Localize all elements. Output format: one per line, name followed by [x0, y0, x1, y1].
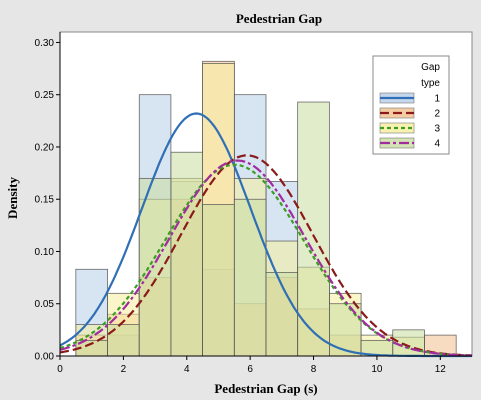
bar-series-4-bin-2	[107, 324, 140, 357]
x-tick-label-8: 8	[311, 364, 317, 375]
bar-series-4-bin-4	[170, 151, 203, 357]
y-tick-label-0.30: 0.30	[35, 38, 55, 49]
x-tick-label-0: 0	[57, 364, 63, 375]
y-tick-label-0.15: 0.15	[35, 195, 55, 206]
y-tick-label-0.05: 0.05	[35, 299, 55, 310]
legend-label-2: 2	[434, 109, 440, 120]
bar-series-4-bin-8	[297, 101, 330, 357]
legend: Gap type 1 2 3 4	[372, 55, 450, 155]
legend-box	[372, 55, 450, 155]
density-curve-4	[59, 159, 472, 357]
chart-title: Pedestrian Gap	[236, 11, 322, 26]
y-tick-label-0.10: 0.10	[35, 247, 55, 258]
histogram-bars	[75, 60, 457, 357]
legend-label-3: 3	[434, 124, 440, 135]
y-tick-label-0.20: 0.20	[35, 142, 55, 153]
y-tick-label-0.25: 0.25	[35, 90, 55, 101]
x-axis-title: Pedestrian Gap (s)	[214, 381, 317, 396]
x-tick-label-10: 10	[371, 364, 383, 375]
density-curve-2	[59, 154, 472, 357]
x-tick-label-2: 2	[121, 364, 127, 375]
x-tick-label-4: 4	[184, 364, 190, 375]
axes: 0 2 4 6 8 10 120.000.050.100.150.200.250.30	[35, 32, 472, 375]
legend-title-line2: type	[421, 78, 440, 89]
x-tick-label-6: 6	[247, 364, 253, 375]
y-tick-label-0.00: 0.00	[35, 352, 55, 363]
bar-series-4-bin-9	[329, 303, 362, 357]
density-curve-3	[59, 163, 473, 357]
legend-label-4: 4	[434, 139, 440, 150]
legend-label-1: 1	[434, 94, 440, 105]
legend-title-line1: Gap	[421, 62, 440, 73]
y-axis-title: Density	[5, 177, 20, 219]
bar-series-4-bin-6	[233, 198, 267, 357]
x-tick-label-12: 12	[435, 364, 447, 375]
bar-series-4-bin-5	[202, 204, 235, 357]
